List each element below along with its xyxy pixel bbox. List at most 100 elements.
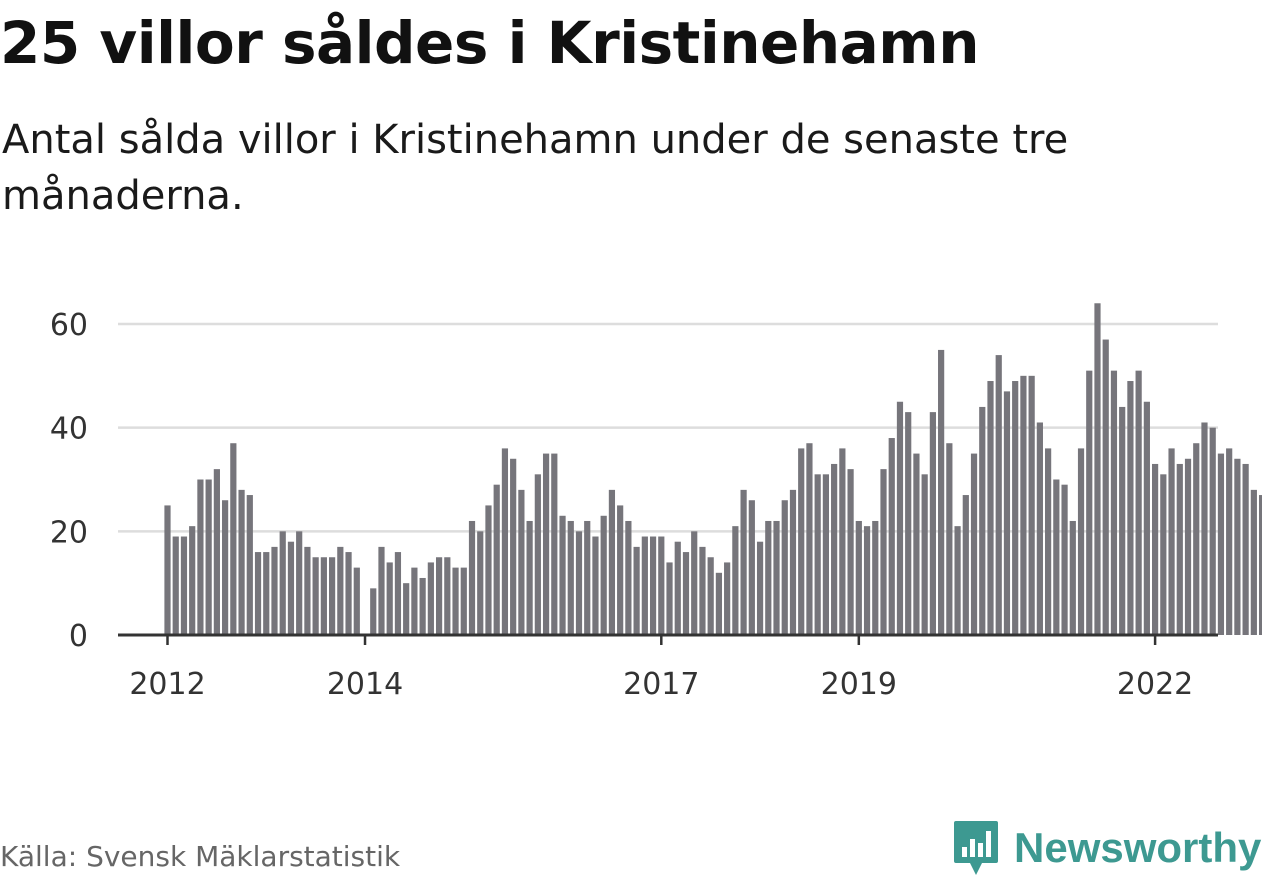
bar xyxy=(682,552,690,635)
bar xyxy=(732,526,739,635)
bar xyxy=(197,479,204,635)
x-tick-label: 2017 xyxy=(623,667,699,702)
bar xyxy=(748,500,755,635)
bar xyxy=(691,531,698,635)
bar xyxy=(394,552,402,635)
bar xyxy=(263,552,270,635)
bar xyxy=(435,557,443,635)
bar xyxy=(477,531,484,635)
brand-logo: Newsworthy xyxy=(952,818,1261,878)
bar xyxy=(1012,381,1019,635)
bar xyxy=(962,495,969,635)
bar xyxy=(518,489,525,635)
bar xyxy=(353,567,360,635)
x-tick-label: 2014 xyxy=(327,667,403,702)
bar xyxy=(1086,370,1093,635)
bar xyxy=(1209,427,1216,635)
bar xyxy=(649,536,657,635)
bar xyxy=(271,546,278,635)
bar xyxy=(419,577,426,635)
bar xyxy=(847,469,854,635)
bar xyxy=(575,531,583,635)
bar xyxy=(1201,422,1208,635)
newsworthy-logo-icon xyxy=(954,821,998,875)
bar xyxy=(839,448,846,635)
bar xyxy=(1135,370,1142,635)
y-tick-label: 60 xyxy=(50,308,88,343)
bar xyxy=(600,515,607,635)
bar xyxy=(551,453,558,635)
bar xyxy=(617,505,624,635)
bar xyxy=(715,572,723,635)
bar xyxy=(608,489,616,635)
bar xyxy=(559,515,566,635)
bar xyxy=(1127,381,1134,635)
bar xyxy=(872,520,879,635)
bar xyxy=(954,526,961,635)
bar xyxy=(1168,448,1175,635)
bar xyxy=(1217,453,1225,635)
bar xyxy=(222,500,229,635)
bar xyxy=(946,443,953,635)
bar xyxy=(279,531,286,635)
chart-subtitle: Antal sålda villor i Kristinehamn under … xyxy=(2,117,1069,219)
x-tick-label: 2012 xyxy=(129,667,205,702)
bar xyxy=(1077,448,1085,635)
brand-name: Newsworthy xyxy=(1014,824,1262,871)
bar xyxy=(765,520,772,635)
bar xyxy=(1193,443,1200,635)
bar xyxy=(1110,370,1118,635)
bar xyxy=(1226,448,1233,635)
bar xyxy=(287,541,295,635)
bar xyxy=(230,443,237,635)
bar xyxy=(674,541,681,635)
bar xyxy=(378,546,385,635)
bar xyxy=(625,520,632,635)
bar xyxy=(1003,391,1011,635)
bar xyxy=(254,552,262,635)
bar xyxy=(979,406,986,635)
bar xyxy=(1176,463,1183,635)
bar xyxy=(460,567,467,635)
bar xyxy=(427,562,434,635)
bar xyxy=(312,557,319,635)
y-tick-label: 0 xyxy=(69,619,88,654)
bar xyxy=(929,412,936,635)
bar xyxy=(1102,339,1109,635)
bar xyxy=(773,520,780,635)
bar xyxy=(296,531,303,635)
bar xyxy=(337,546,344,635)
bar xyxy=(542,453,550,635)
bar xyxy=(666,562,673,635)
bar xyxy=(1020,375,1027,635)
bar xyxy=(329,557,336,635)
bar xyxy=(789,489,797,635)
bar xyxy=(345,552,352,635)
bar xyxy=(896,401,904,635)
bar xyxy=(699,546,706,635)
y-tick-label: 40 xyxy=(50,412,88,447)
bar xyxy=(1061,484,1068,635)
bar xyxy=(189,526,196,635)
bar xyxy=(246,495,253,635)
bar xyxy=(1242,463,1249,635)
bar xyxy=(905,412,912,635)
bar xyxy=(1119,406,1126,635)
bar xyxy=(806,443,813,635)
bar xyxy=(707,557,714,635)
bar xyxy=(921,474,928,635)
bar xyxy=(633,546,640,635)
bar xyxy=(756,541,764,635)
bar xyxy=(740,489,747,635)
bar xyxy=(1234,458,1241,635)
bar xyxy=(304,546,311,635)
bar xyxy=(592,536,599,635)
bar xyxy=(444,557,451,635)
bar xyxy=(1045,448,1052,635)
bar xyxy=(822,474,829,635)
bar xyxy=(658,536,665,635)
bar xyxy=(567,520,574,635)
bar xyxy=(888,438,895,635)
bar xyxy=(724,562,731,635)
